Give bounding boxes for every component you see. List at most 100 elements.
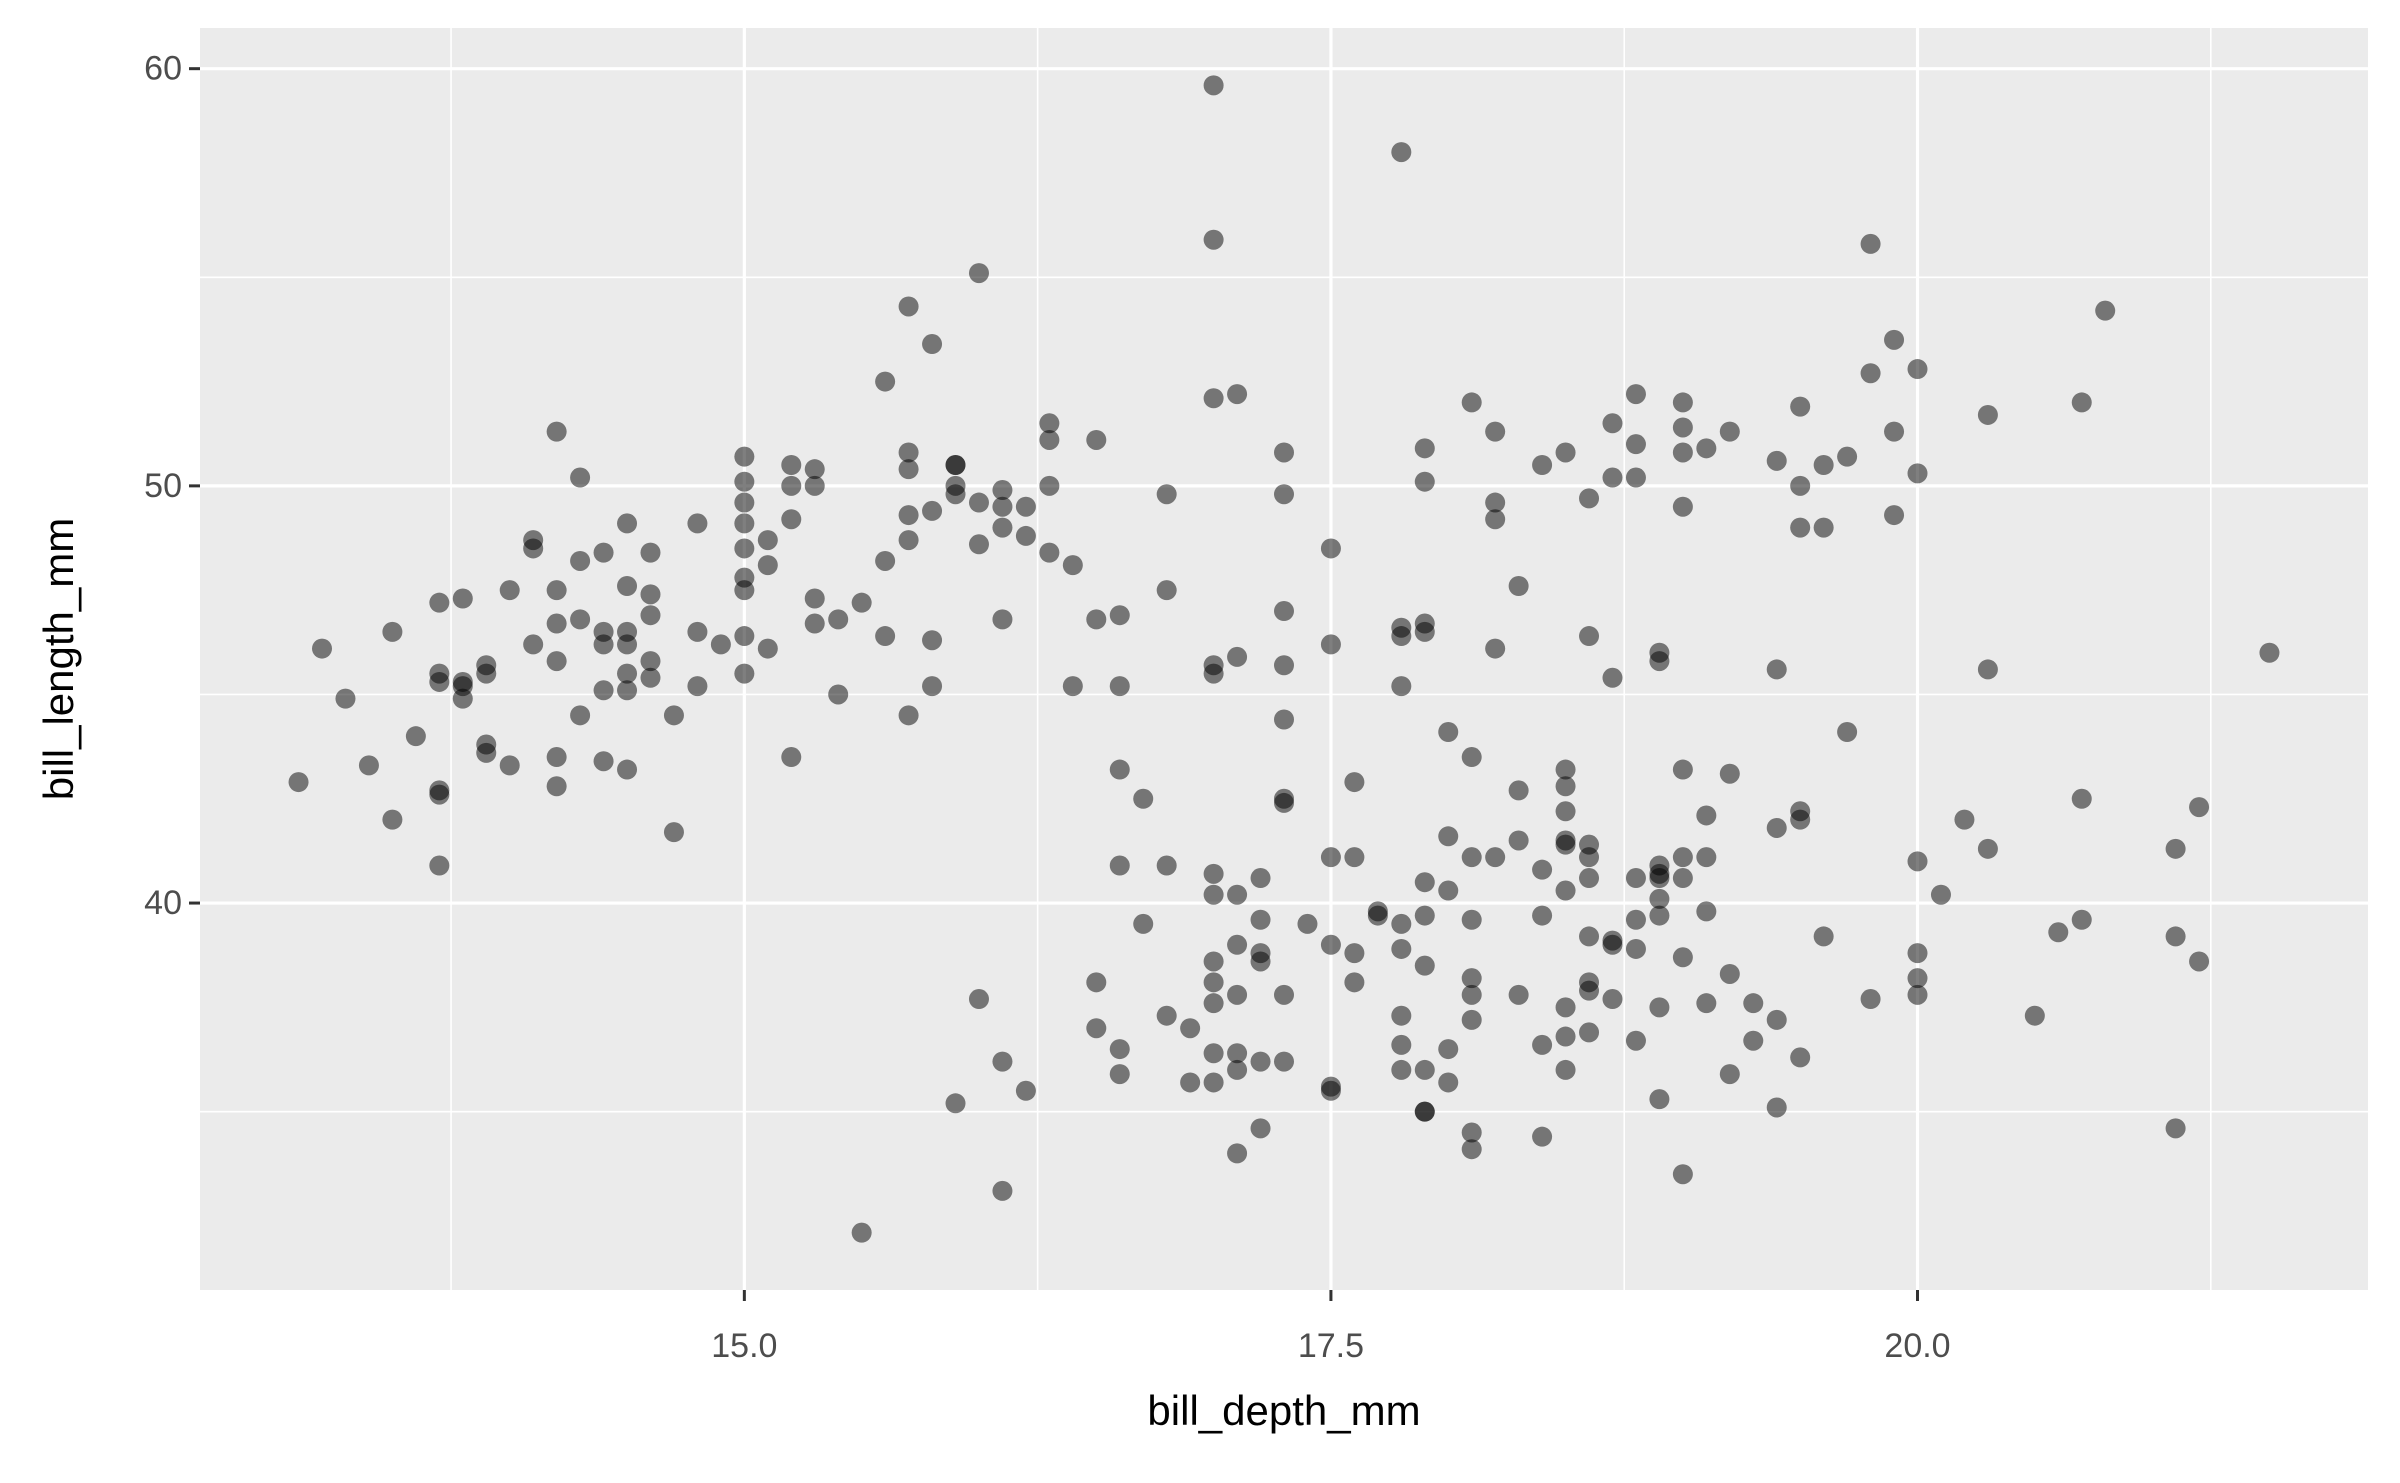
point — [1649, 888, 1670, 909]
point — [1297, 913, 1318, 934]
point — [1461, 1139, 1482, 1160]
point — [804, 613, 825, 634]
point — [1977, 659, 1998, 680]
point — [968, 263, 989, 284]
point — [1391, 1034, 1412, 1055]
point — [663, 705, 684, 726]
point — [1203, 993, 1224, 1014]
point — [1602, 467, 1623, 488]
point — [1649, 868, 1670, 889]
point — [1438, 880, 1459, 901]
point — [898, 442, 919, 463]
point — [898, 296, 919, 317]
point — [1602, 934, 1623, 955]
y-tick-label: 40 — [144, 884, 182, 922]
point — [1790, 396, 1811, 417]
point — [1884, 329, 1905, 350]
point — [617, 513, 638, 534]
point — [1555, 1059, 1576, 1080]
point — [593, 634, 614, 655]
point — [546, 421, 567, 442]
point — [2189, 951, 2210, 972]
point — [710, 634, 731, 655]
point — [757, 555, 778, 576]
point — [1109, 676, 1130, 697]
point — [1250, 1051, 1271, 1072]
y-tick-label: 60 — [144, 50, 182, 88]
point — [875, 371, 896, 392]
point — [1672, 1164, 1693, 1185]
point — [1414, 438, 1435, 459]
point — [1156, 484, 1177, 505]
point — [1274, 442, 1294, 463]
point — [382, 809, 403, 830]
point — [734, 513, 755, 534]
point — [804, 459, 825, 480]
point — [1250, 868, 1271, 889]
point — [1555, 834, 1576, 855]
point — [1203, 1072, 1224, 1093]
point — [1884, 421, 1905, 442]
point — [429, 784, 450, 805]
point — [945, 455, 966, 476]
point — [1227, 1059, 1248, 1080]
point — [734, 492, 755, 513]
point — [1719, 1064, 1740, 1085]
point — [617, 663, 638, 684]
point — [1320, 538, 1341, 559]
point — [851, 1222, 872, 1243]
point — [1391, 142, 1412, 163]
point — [1062, 555, 1083, 576]
point — [1156, 1005, 1177, 1026]
point — [734, 471, 755, 492]
point — [1672, 417, 1693, 438]
x-tick-label: 17.5 — [1298, 1327, 1364, 1365]
point — [1203, 972, 1224, 993]
point — [523, 634, 544, 655]
point — [570, 609, 591, 630]
point — [617, 680, 638, 701]
point — [1625, 909, 1646, 930]
point — [1461, 1009, 1482, 1030]
point — [1790, 517, 1811, 538]
point — [1719, 763, 1740, 784]
point — [546, 747, 567, 768]
point — [1508, 984, 1529, 1005]
point — [992, 609, 1013, 630]
point — [1532, 859, 1553, 880]
point — [358, 755, 379, 776]
point — [1579, 1022, 1600, 1043]
point — [1672, 496, 1693, 517]
point — [1109, 855, 1130, 876]
point — [1696, 438, 1717, 459]
point — [1180, 1018, 1201, 1039]
point — [1391, 1059, 1412, 1080]
point — [1274, 484, 1294, 505]
point — [922, 676, 943, 697]
point — [1649, 905, 1670, 926]
point — [1438, 722, 1459, 743]
point — [1391, 1005, 1412, 1026]
point — [1579, 626, 1600, 647]
point — [734, 538, 755, 559]
point — [1790, 475, 1811, 496]
point — [1461, 984, 1482, 1005]
point — [781, 509, 802, 530]
point — [1227, 984, 1248, 1005]
point — [1227, 934, 1248, 955]
point — [1907, 851, 1928, 872]
point — [1555, 1026, 1576, 1047]
point — [1766, 1009, 1787, 1030]
point — [1649, 651, 1670, 672]
point — [1625, 938, 1646, 959]
point — [1250, 909, 1271, 930]
point — [1837, 446, 1858, 467]
point — [1438, 1072, 1459, 1093]
point — [1414, 872, 1435, 893]
point — [1696, 847, 1717, 868]
point — [1602, 413, 1623, 434]
point — [968, 989, 989, 1010]
point — [1860, 989, 1881, 1010]
